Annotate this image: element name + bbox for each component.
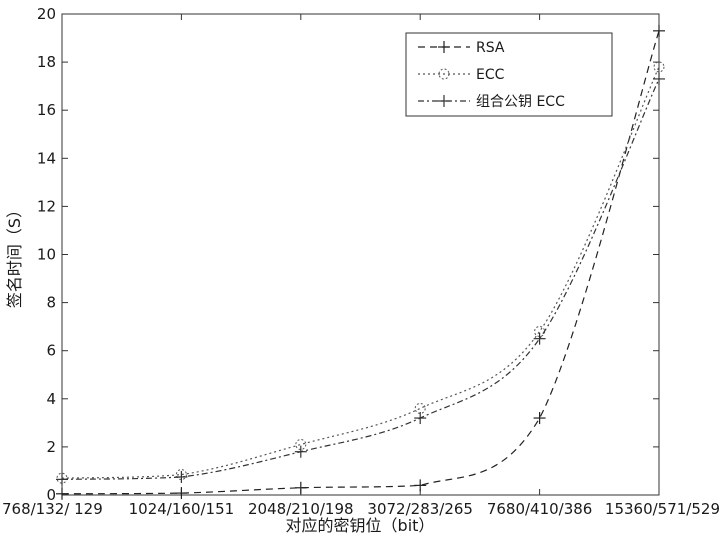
legend-marker xyxy=(438,41,450,53)
legend-item: RSA xyxy=(418,40,505,56)
legend-label: RSA xyxy=(476,40,505,56)
y-axis: 0 2 4 6 8 10 12 14 16 18 20 xyxy=(37,5,659,504)
x-axis-label: 对应的密钥位（bit） xyxy=(286,516,435,535)
series-2 xyxy=(56,72,665,486)
legend-label: ECC xyxy=(476,67,505,83)
data-point xyxy=(533,332,546,345)
x-tick-label: 3072/283/265 xyxy=(367,500,473,518)
x-tick-label: 2048/210/198 xyxy=(248,500,354,518)
data-point xyxy=(175,487,188,500)
y-tick-label: 0 xyxy=(46,486,56,504)
legend-marker xyxy=(438,95,450,107)
data-point xyxy=(56,472,68,484)
data-point xyxy=(653,61,665,73)
y-tick-label: 18 xyxy=(37,53,56,71)
data-point xyxy=(175,469,187,481)
data-point xyxy=(653,72,665,85)
data-point xyxy=(414,402,426,414)
data-point xyxy=(414,479,427,492)
x-axis: 768/132/ 129 1024/160/151 2048/210/198 3072… xyxy=(2,14,720,518)
data-point xyxy=(533,412,546,425)
y-tick-label: 10 xyxy=(37,246,56,264)
series-layer xyxy=(56,24,665,500)
series-line xyxy=(61,78,660,480)
series-0 xyxy=(56,24,665,500)
data-point xyxy=(414,412,427,425)
legend-marker xyxy=(438,68,450,80)
series-line xyxy=(61,66,660,479)
x-tick-label: 1024/160/151 xyxy=(129,500,235,518)
y-tick-label: 6 xyxy=(46,342,56,360)
y-tick-label: 16 xyxy=(37,101,56,119)
data-point xyxy=(653,24,665,37)
legend-item: 组合公钥 ECC xyxy=(418,94,565,110)
data-point xyxy=(294,445,307,458)
legend-label: 组合公钥 ECC xyxy=(476,94,565,110)
x-tick-label: 7680/410/386 xyxy=(487,500,593,518)
y-axis-label: 签名时间（S） xyxy=(5,202,24,308)
data-point xyxy=(56,487,68,500)
y-tick-label: 8 xyxy=(46,294,56,312)
legend: RSA ECC 组合公钥 ECC xyxy=(405,32,613,117)
y-tick-label: 12 xyxy=(37,197,56,215)
data-point xyxy=(295,438,307,450)
x-tick-label: 768/132/ 129 xyxy=(2,500,103,518)
y-tick-label: 14 xyxy=(37,149,56,167)
y-tick-label: 20 xyxy=(37,5,56,23)
x-tick-label: 15360/571/529 xyxy=(605,500,720,518)
data-point xyxy=(56,473,68,486)
data-point xyxy=(294,481,307,494)
y-tick-label: 4 xyxy=(46,390,56,408)
legend-item: ECC xyxy=(418,67,505,83)
data-point xyxy=(175,470,188,483)
y-tick-label: 2 xyxy=(46,438,56,456)
